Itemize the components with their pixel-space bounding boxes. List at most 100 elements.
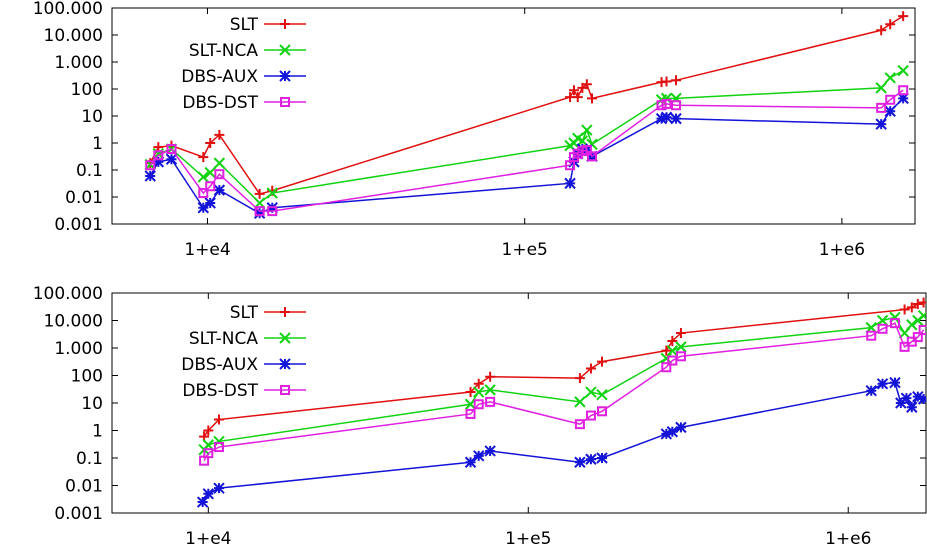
series-line-dbs-aux <box>202 381 924 503</box>
series-dbs-dst <box>199 318 926 466</box>
x-tick-label: 1+e4 <box>185 529 231 548</box>
data-point-slt <box>205 138 216 148</box>
data-point-slt <box>597 356 608 367</box>
data-point-slt <box>906 302 917 313</box>
data-point-dbs-dst <box>661 98 672 109</box>
data-point-dbs-aux <box>204 197 216 209</box>
data-point-dbs-aux <box>900 392 913 404</box>
y-tick-label: 0.001 <box>54 215 103 235</box>
data-point-dbs-dst <box>473 399 484 410</box>
data-point-dbs-aux <box>917 393 926 405</box>
data-point-dbs-dst <box>465 408 476 419</box>
data-point-dbs-aux <box>596 452 608 464</box>
data-point-slt-nca <box>484 384 496 396</box>
data-point-slt <box>485 371 496 382</box>
data-point-slt <box>198 152 209 163</box>
data-point-slt <box>876 25 887 36</box>
data-point-dbs-dst <box>267 206 278 217</box>
data-point-dbs-dst <box>153 150 164 161</box>
legend-marker-dbs-dst <box>280 97 290 107</box>
data-point-dbs-dst <box>145 160 156 171</box>
data-point-slt-nca <box>666 344 679 357</box>
y-tick-label: 1.000 <box>54 339 103 359</box>
data-point-slt-nca <box>596 389 608 401</box>
legend-label: DBS-AUX <box>181 355 258 375</box>
data-point-dbs-dst <box>889 318 900 329</box>
data-point-slt <box>885 19 896 30</box>
legend-marker-slt-nca <box>279 44 291 56</box>
data-point-slt <box>898 11 909 22</box>
x-tick-label: 1+e5 <box>505 529 551 548</box>
data-point-slt-nca <box>897 64 909 77</box>
legend-marker-dbs-aux <box>279 358 291 370</box>
data-point-slt-nca <box>884 72 896 84</box>
x-tick-label: 1+e4 <box>184 240 230 260</box>
data-point-dbs-dst <box>656 100 667 111</box>
plot-area <box>196 297 926 508</box>
data-point-slt-nca <box>266 187 278 199</box>
x-tick-label: 1+e6 <box>825 529 871 548</box>
data-point-dbs-aux <box>912 390 924 403</box>
data-point-slt <box>214 129 225 140</box>
y-tick-label: 10 <box>81 107 103 127</box>
data-point-dbs-dst <box>597 406 608 417</box>
data-point-dbs-aux <box>585 453 597 465</box>
data-point-slt-nca <box>204 166 216 179</box>
data-point-dbs-dst <box>214 169 225 180</box>
data-point-dbs-dst <box>877 323 888 334</box>
data-point-dbs-aux <box>875 118 887 130</box>
data-point-dbs-dst <box>587 151 598 162</box>
data-point-slt <box>203 425 214 436</box>
data-point-slt <box>254 188 265 199</box>
legend-marker-dbs-dst <box>280 385 290 395</box>
data-point-dbs-dst <box>898 85 909 96</box>
data-point-dbs-aux <box>884 105 896 117</box>
y-tick-label: 0.1 <box>76 449 103 469</box>
y-tick-label: 100.000 <box>33 0 103 19</box>
data-point-slt <box>585 363 596 374</box>
data-point-dbs-dst <box>205 181 216 192</box>
data-point-dbs-dst <box>912 332 923 343</box>
data-point-dbs-aux <box>213 184 226 196</box>
data-point-slt <box>214 414 225 425</box>
data-point-dbs-aux <box>889 376 901 389</box>
series-dbs-dst <box>145 85 909 217</box>
x-tick-label: 1+e5 <box>502 240 548 260</box>
data-point-dbs-dst <box>675 351 686 362</box>
data-point-dbs-dst <box>203 448 214 459</box>
data-point-dbs-dst <box>574 419 585 430</box>
data-point-dbs-aux <box>473 450 485 462</box>
data-point-slt <box>568 85 579 96</box>
y-tick-label: 0.1 <box>76 161 103 181</box>
data-point-dbs-aux <box>197 202 209 214</box>
x-tick-label: 1+e6 <box>819 240 865 260</box>
data-point-slt-nca <box>576 135 589 147</box>
data-point-dbs-dst <box>214 442 225 453</box>
data-point-slt <box>572 92 583 103</box>
series-line-dbs-aux <box>149 97 904 215</box>
legend-marker-slt <box>280 19 290 29</box>
data-point-dbs-aux <box>213 482 225 494</box>
data-point-dbs-aux <box>906 401 918 413</box>
y-tick-label: 1 <box>92 134 103 154</box>
series-slt <box>199 297 926 442</box>
data-point-dbs-dst <box>254 206 265 217</box>
chart-panel-2: 100.000 10.000 1.000 100 10 1 0.1 0.01 0.001 1+e4… <box>33 284 927 548</box>
series-dbs-aux <box>144 92 909 219</box>
data-point-dbs-dst <box>885 94 896 105</box>
series-line-dbs-dst <box>203 322 925 462</box>
data-point-dbs-aux <box>675 421 687 434</box>
data-point-dbs-dst <box>899 341 910 352</box>
data-point-dbs-aux <box>660 428 673 440</box>
data-point-slt-nca <box>473 386 485 398</box>
data-point-dbs-aux <box>564 177 576 190</box>
legend-label: SLT <box>230 15 259 35</box>
y-tick-label: 0.001 <box>54 504 103 524</box>
legend-label: SLT <box>230 303 259 323</box>
data-point-dbs-aux <box>865 384 877 397</box>
data-point-slt-nca <box>574 396 586 408</box>
y-tick-label: 0.01 <box>65 477 103 497</box>
data-point-dbs-aux <box>152 156 165 168</box>
legend-label: DBS-DST <box>182 381 258 401</box>
data-point-slt-nca <box>585 386 597 398</box>
